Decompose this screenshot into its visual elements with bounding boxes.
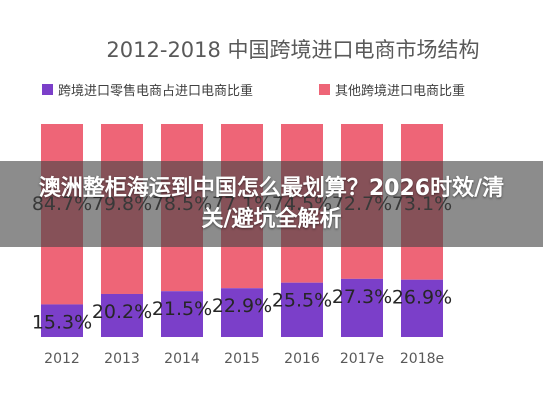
chart-title: 2012-2018 中国跨境进口电商市场结构 [106, 38, 479, 62]
x-tick-2016: 2016 [284, 351, 320, 367]
bar-retail-2014 [161, 291, 203, 337]
bar-retail-2015 [221, 288, 263, 337]
data-label-retail-2014: 21.5% [152, 298, 212, 320]
legend: 跨境进口零售电商占进口电商比重 其他跨境进口电商比重 [42, 83, 465, 99]
headline-banner: 澳洲整柜海运到中国怎么最划算？2026时效/清关/避坑全解析 [0, 161, 543, 247]
legend-swatch-series-2 [319, 84, 330, 95]
bar-retail-2013 [101, 293, 143, 337]
x-tick-2017e: 2017e [340, 351, 384, 367]
x-tick-2012: 2012 [44, 351, 80, 367]
data-label-retail-2012: 15.3% [32, 311, 92, 333]
legend-label-series-1: 跨境进口零售电商占进口电商比重 [58, 83, 253, 99]
data-label-retail-2016: 25.5% [272, 290, 332, 312]
data-label-retail-2015: 22.9% [212, 295, 272, 317]
bar-retail-2018e [401, 279, 443, 337]
legend-swatch-series-1 [42, 84, 53, 95]
data-label-retail-2013: 20.2% [92, 301, 152, 323]
headline-text: 澳洲整柜海运到中国怎么最划算？2026时效/清关/避坑全解析 [38, 176, 505, 232]
bar-retail-2016 [281, 282, 323, 337]
x-axis-ticks: 2012 2013 2014 2015 2016 2017e 2018e [44, 351, 444, 367]
x-tick-2014: 2014 [164, 351, 200, 367]
x-tick-2018e: 2018e [400, 351, 444, 367]
legend-label-series-2: 其他跨境进口电商比重 [335, 83, 465, 99]
data-label-retail-2017e: 27.3% [332, 286, 392, 308]
x-tick-2015: 2015 [224, 351, 260, 367]
x-tick-2013: 2013 [104, 351, 140, 367]
bar-retail-2012 [41, 304, 83, 337]
bar-retail-2017e [341, 278, 383, 337]
data-label-retail-2018e: 26.9% [392, 287, 452, 309]
